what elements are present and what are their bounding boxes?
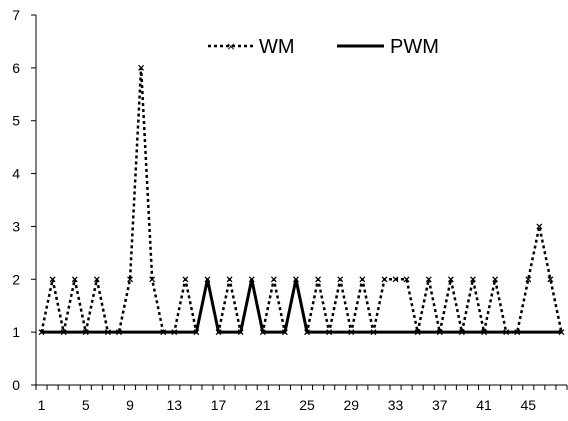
data-point (536, 223, 543, 230)
x-axis-ticks: 1 5 9 13 17 21 25 29 33 37 41 45 (35, 385, 568, 413)
data-point (248, 276, 255, 283)
legend-marker-wm: × (226, 40, 235, 53)
data-point (226, 276, 233, 283)
data-point (514, 329, 521, 336)
x-tick-label: 41 (476, 397, 492, 413)
data-point (525, 276, 532, 283)
data-point (138, 64, 145, 71)
data-point (237, 329, 244, 336)
series-line-wm (40, 67, 563, 334)
legend: × WM PWM (208, 36, 439, 58)
y-axis-ticks: 0 1 2 3 4 5 6 7 (12, 7, 36, 393)
x-tick-label: 13 (166, 397, 182, 413)
y-tick-label: 0 (12, 377, 20, 393)
y-tick-label: 4 (12, 166, 20, 182)
data-point (259, 329, 266, 336)
x-tick-label: 9 (126, 397, 134, 413)
data-point (82, 329, 89, 336)
data-point (392, 276, 399, 283)
series-line-pwm (41, 278, 562, 334)
x-tick-label: 29 (343, 397, 359, 413)
data-point (149, 276, 156, 283)
data-point (49, 276, 56, 283)
data-point (359, 276, 366, 283)
data-point (204, 276, 211, 283)
x-tick-label: 45 (520, 397, 536, 413)
y-tick-label: 2 (12, 271, 20, 287)
data-point (558, 329, 565, 336)
data-point (104, 329, 111, 336)
data-point (326, 329, 333, 336)
data-point (215, 329, 222, 336)
y-tick-label: 3 (12, 218, 20, 234)
data-point (414, 329, 421, 336)
data-point (304, 329, 310, 336)
data-point (436, 329, 443, 336)
data-point (481, 329, 487, 336)
data-point (116, 329, 122, 336)
series-pwm (41, 278, 562, 334)
data-point (160, 329, 167, 336)
axes (35, 15, 567, 386)
data-point (71, 276, 78, 283)
data-point (458, 329, 465, 336)
data-point (447, 276, 454, 283)
y-tick-label: 5 (12, 113, 20, 129)
series-layer (38, 64, 565, 336)
data-point (425, 276, 432, 283)
data-point (470, 276, 476, 283)
data-point (93, 276, 100, 283)
y-tick-label: 6 (12, 60, 20, 76)
x-tick-label: 37 (432, 397, 448, 413)
x-tick-label: 33 (388, 397, 404, 413)
data-point (348, 329, 355, 336)
y-tick-label: 7 (12, 7, 20, 23)
legend-label-pwm: PWM (390, 36, 439, 58)
data-point (270, 276, 277, 283)
data-point (370, 329, 377, 336)
data-point (503, 329, 510, 336)
data-point (193, 329, 200, 336)
data-point (60, 329, 67, 336)
data-point (337, 276, 344, 283)
legend-label-wm: WM (259, 36, 295, 58)
x-tick-label: 1 (38, 397, 46, 413)
y-tick-label: 1 (12, 324, 20, 340)
data-point (127, 276, 133, 283)
x-tick-label: 5 (82, 397, 90, 413)
data-point (381, 276, 388, 283)
data-point (171, 329, 178, 336)
x-tick-label: 25 (299, 397, 315, 413)
data-point (492, 276, 499, 283)
data-point (547, 276, 554, 283)
data-point (403, 276, 410, 283)
series-wm (38, 64, 565, 336)
data-point (38, 329, 45, 336)
x-tick-label: 21 (255, 397, 271, 413)
data-point (315, 276, 322, 283)
data-point (281, 329, 288, 336)
data-point (293, 276, 299, 283)
data-point (182, 276, 189, 283)
x-tick-label: 17 (211, 397, 227, 413)
